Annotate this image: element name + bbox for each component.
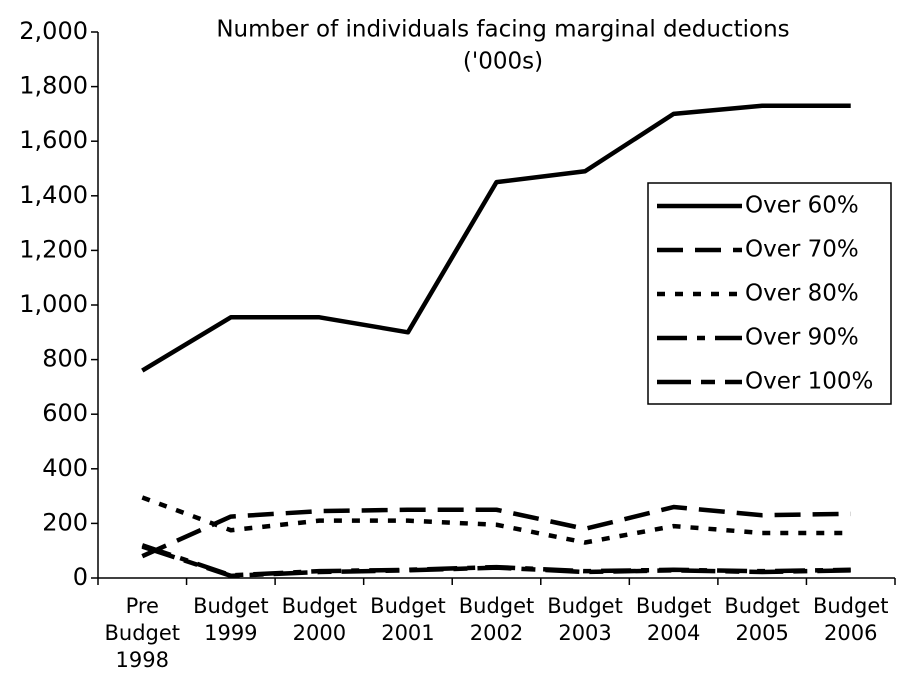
y-tick-label: 200 (42, 508, 88, 536)
x-tick-label: Budget (193, 594, 269, 618)
legend-label: Over 60% (745, 193, 859, 219)
x-tick-label: Budget (459, 594, 535, 618)
x-tick-label: 2002 (470, 621, 523, 645)
chart-title: ('000s) (463, 49, 543, 75)
x-tick-label: 2001 (381, 621, 434, 645)
y-tick-label: 800 (42, 345, 88, 373)
x-tick-label: 2006 (824, 621, 877, 645)
series-line (141, 543, 851, 578)
legend-label: Over 90% (745, 325, 859, 351)
x-tick-label: 2004 (647, 621, 700, 645)
y-tick-label: 1,400 (19, 181, 88, 209)
x-tick-label: 1998 (116, 648, 169, 672)
x-tick-label: Budget (813, 594, 889, 618)
legend: Over 60% Over 70% Over 80% Over 90% Over 100… (647, 182, 892, 405)
x-tick-label: 2005 (735, 621, 788, 645)
y-tick-label: 1,600 (19, 126, 88, 154)
x-tick-label: Budget (105, 621, 181, 645)
x-tick-label: Budget (547, 594, 623, 618)
x-tick-label: Budget (282, 594, 358, 618)
y-tick-label: 0 (73, 563, 88, 591)
series-line (141, 495, 851, 545)
legend-label: Over 70% (745, 237, 859, 263)
y-tick-label: 600 (42, 399, 88, 427)
x-tick-label: 1999 (204, 621, 257, 645)
series-line (141, 103, 851, 373)
x-tick-label: 2000 (293, 621, 346, 645)
series-line (141, 544, 851, 579)
y-tick-label: 1,200 (19, 235, 88, 263)
x-tick-label: Budget (636, 594, 712, 618)
y-tick-label: 400 (42, 454, 88, 482)
x-tick-label: Pre (126, 594, 159, 618)
chart-title: Number of individuals facing marginal de… (216, 17, 789, 43)
legend-label: Over 100% (745, 369, 873, 395)
x-tick-label: 2003 (558, 621, 611, 645)
legend-label: Over 80% (745, 281, 859, 307)
y-tick-label: 1,000 (19, 290, 88, 318)
y-tick-label: 1,800 (19, 72, 88, 100)
series-line (141, 504, 851, 559)
x-tick-label: Budget (724, 594, 800, 618)
legend-box (647, 182, 892, 405)
y-tick-label: 2,000 (19, 17, 88, 45)
x-tick-label: Budget (370, 594, 446, 618)
